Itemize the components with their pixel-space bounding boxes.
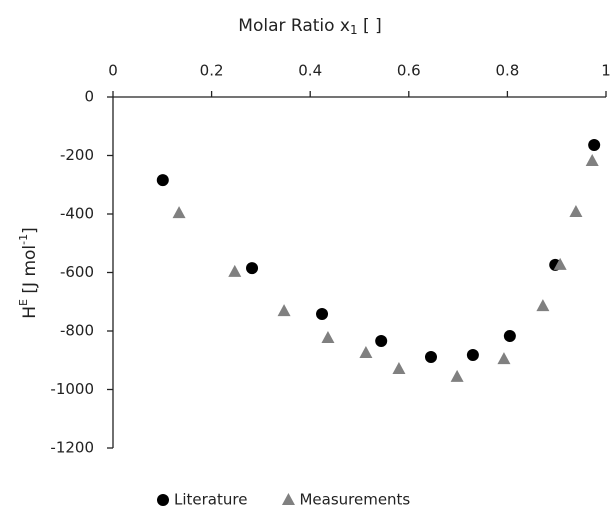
point [172, 206, 186, 219]
point [536, 299, 550, 312]
point [585, 154, 599, 167]
point [359, 345, 373, 358]
point [392, 362, 406, 375]
point [466, 348, 479, 361]
x-label-part: 1 [350, 23, 358, 37]
x-label-part: [ ] [358, 16, 382, 36]
y-label-part: -1 [17, 234, 30, 245]
point [228, 264, 242, 277]
y-tick-label: -800 [60, 322, 94, 340]
x-tick-label: 0.6 [397, 62, 421, 80]
y-label-part: E [17, 299, 30, 306]
y-tick-label: -200 [60, 146, 94, 164]
y-axis-label: HE [J mol-1] [17, 227, 40, 319]
y-label-part: ] [20, 227, 40, 234]
point [316, 308, 329, 321]
point [277, 304, 291, 317]
y-tick-label: -600 [60, 263, 94, 281]
x-tick-label: 0 [108, 62, 118, 80]
x-tick-label: 0.4 [298, 62, 322, 80]
point [588, 138, 601, 151]
point [553, 257, 567, 270]
point [156, 174, 169, 187]
y-label-part: [J mol [20, 245, 40, 299]
legend-label: Literature [174, 491, 247, 509]
y-tick-label: -400 [60, 205, 94, 223]
x-tick-label: 0.8 [495, 62, 519, 80]
y-tick-label: -1200 [50, 439, 94, 457]
y-label-part: H [20, 306, 40, 319]
point [321, 331, 335, 344]
x-label-part: Molar Ratio x [238, 16, 350, 36]
point [375, 334, 388, 347]
point [424, 351, 437, 364]
point [450, 369, 464, 382]
y-tick-label: 0 [84, 88, 94, 106]
legend-marker [157, 494, 169, 506]
point [246, 262, 259, 275]
legend-label: Measurements [299, 491, 410, 509]
y-tick-label: -1000 [50, 380, 94, 398]
point [503, 329, 516, 342]
point [569, 204, 583, 217]
x-axis-label: Molar Ratio x1 [ ] [238, 16, 381, 37]
point [497, 352, 511, 365]
legend-marker [281, 493, 295, 505]
x-tick-label: 0.2 [200, 62, 224, 80]
x-tick-label: 1 [601, 62, 610, 80]
